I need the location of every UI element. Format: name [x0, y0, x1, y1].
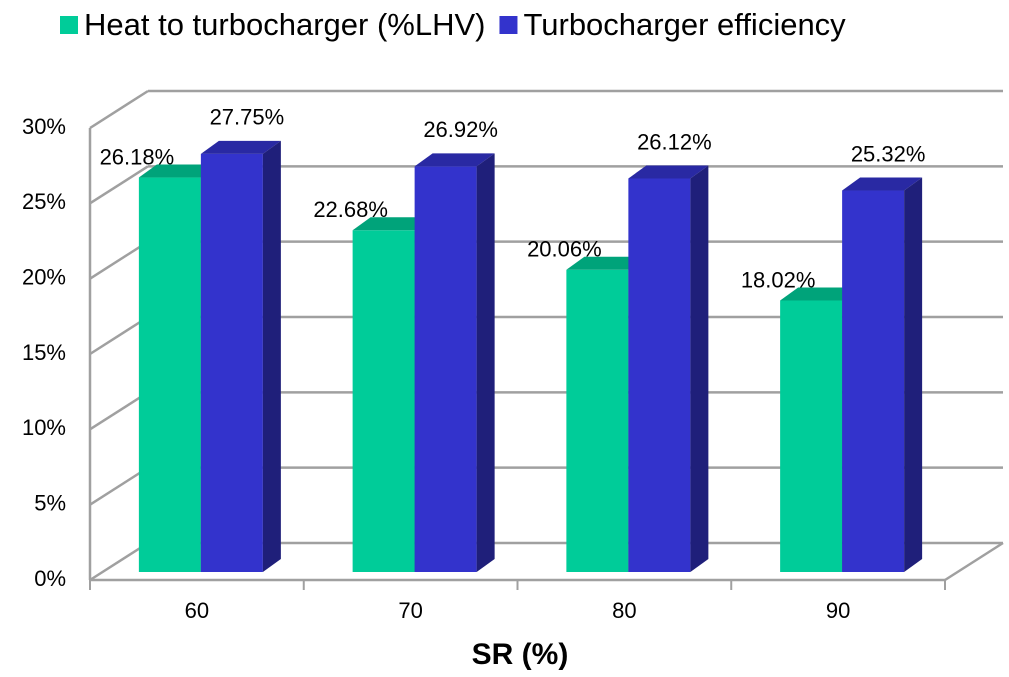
grid-line-side	[89, 391, 149, 431]
value-label: 26.12%	[637, 129, 712, 154]
grid-line-side	[89, 315, 149, 356]
value-label: 22.68%	[313, 197, 388, 222]
grid-line-side	[89, 541, 149, 582]
bar-top	[200, 140, 281, 154]
bar-top	[780, 287, 861, 301]
legend-swatch	[60, 16, 78, 34]
value-label: 27.75%	[210, 105, 285, 130]
bar-top	[352, 217, 433, 231]
bar	[138, 177, 201, 572]
bar	[352, 230, 415, 572]
bar-top	[138, 164, 219, 178]
value-label: 25.32%	[851, 141, 926, 166]
x-tick-label: 60	[185, 598, 209, 623]
bar	[842, 190, 905, 572]
grid-line-side	[89, 89, 149, 130]
bar-top	[628, 165, 709, 179]
bar-top	[566, 256, 647, 270]
grid-line-side	[89, 466, 149, 506]
grid-line-side	[89, 240, 149, 280]
bar	[566, 269, 629, 572]
legend-label: Heat to turbocharger (%LHV)	[84, 7, 485, 42]
grid-line-side	[89, 165, 149, 205]
bar-side	[690, 165, 709, 572]
legend-swatch	[499, 16, 518, 34]
y-tick-label: 30%	[22, 114, 66, 139]
bar-side	[904, 177, 923, 572]
x-tick-label: 90	[826, 598, 850, 623]
y-tick-label: 10%	[22, 415, 66, 440]
bar-side	[262, 140, 281, 572]
bar	[628, 178, 691, 572]
bar-top	[842, 177, 923, 191]
y-tick-label: 5%	[34, 490, 66, 515]
y-tick-label: 25%	[22, 189, 66, 214]
x-tick-label: 70	[398, 598, 422, 623]
bar-top	[414, 153, 495, 167]
bar	[414, 166, 477, 572]
x-tick-label: 80	[612, 598, 636, 623]
value-label: 26.92%	[423, 117, 498, 142]
bar-side	[476, 153, 495, 572]
y-tick-label: 20%	[22, 264, 66, 289]
floor-right	[944, 541, 1004, 582]
bar	[780, 300, 843, 572]
value-label: 26.18%	[100, 144, 175, 169]
bar	[200, 153, 263, 572]
value-label: 18.02%	[741, 267, 816, 292]
legend-label: Turbocharger efficiency	[523, 7, 846, 42]
y-tick-label: 0%	[34, 566, 66, 591]
x-axis-title: SR (%)	[472, 638, 569, 671]
y-tick-label: 15%	[22, 340, 66, 365]
value-label: 20.06%	[527, 237, 602, 262]
